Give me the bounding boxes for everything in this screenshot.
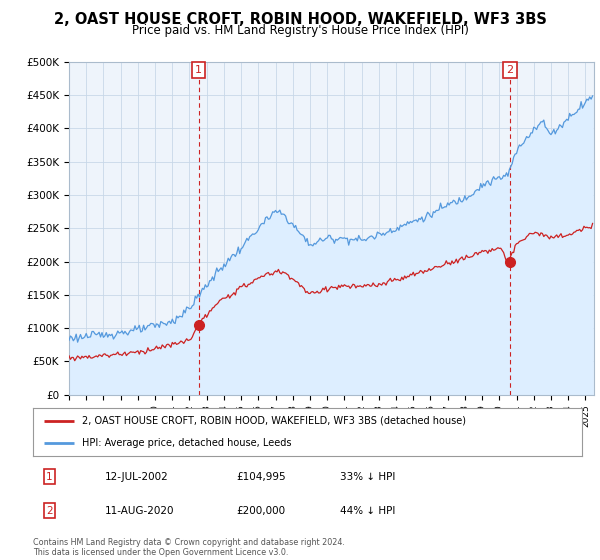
Text: 44% ↓ HPI: 44% ↓ HPI: [340, 506, 396, 516]
Text: 2: 2: [46, 506, 53, 516]
Text: 33% ↓ HPI: 33% ↓ HPI: [340, 472, 396, 482]
Text: 12-JUL-2002: 12-JUL-2002: [104, 472, 168, 482]
Text: 2, OAST HOUSE CROFT, ROBIN HOOD, WAKEFIELD, WF3 3BS (detached house): 2, OAST HOUSE CROFT, ROBIN HOOD, WAKEFIE…: [82, 416, 466, 426]
Text: HPI: Average price, detached house, Leeds: HPI: Average price, detached house, Leed…: [82, 438, 292, 448]
Text: Contains HM Land Registry data © Crown copyright and database right 2024.
This d: Contains HM Land Registry data © Crown c…: [33, 538, 345, 557]
Text: 1: 1: [46, 472, 53, 482]
Text: 1: 1: [195, 65, 202, 75]
Text: 11-AUG-2020: 11-AUG-2020: [104, 506, 174, 516]
Text: Price paid vs. HM Land Registry's House Price Index (HPI): Price paid vs. HM Land Registry's House …: [131, 24, 469, 37]
Text: 2: 2: [506, 65, 514, 75]
Text: £200,000: £200,000: [236, 506, 285, 516]
Text: £104,995: £104,995: [236, 472, 286, 482]
Text: 2, OAST HOUSE CROFT, ROBIN HOOD, WAKEFIELD, WF3 3BS: 2, OAST HOUSE CROFT, ROBIN HOOD, WAKEFIE…: [53, 12, 547, 27]
